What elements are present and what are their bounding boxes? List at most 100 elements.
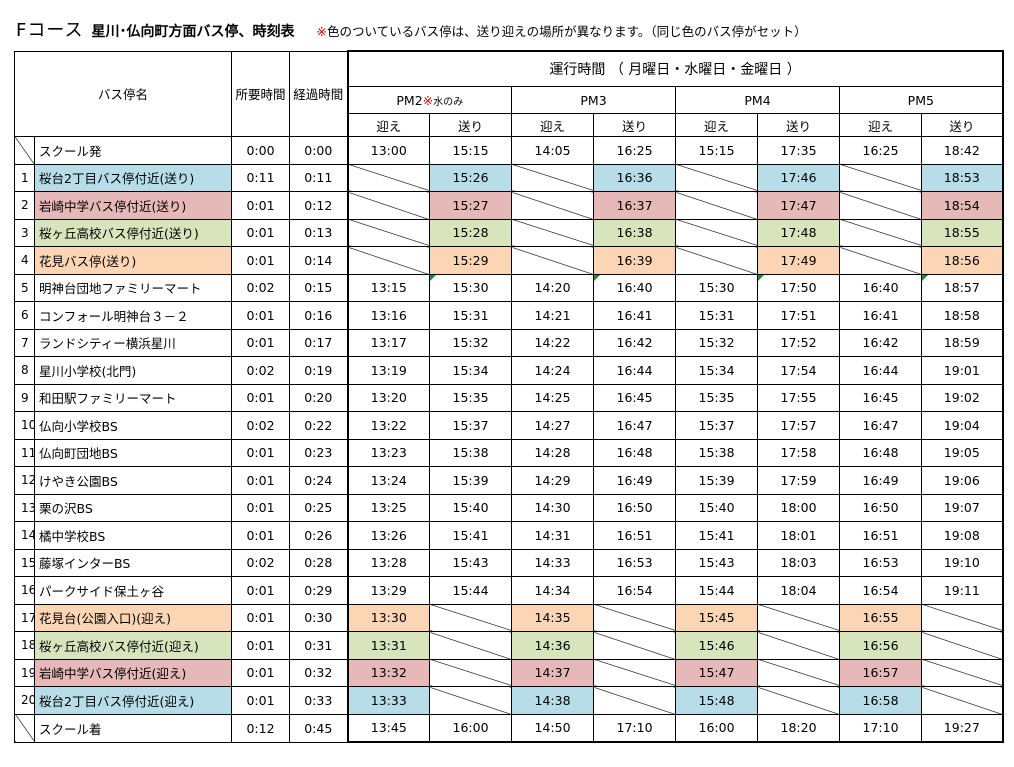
time-cell: 16:36 [593,163,677,192]
row-number [14,713,35,743]
required-time: 0:01 [231,658,291,687]
table-row: 16パークサイド保土ヶ谷0:010:2913:2915:4414:3416:54… [14,576,1004,605]
row-number: 2 [14,191,35,220]
time-cell: 19:08 [921,521,1004,550]
time-cell: 16:54 [593,576,677,605]
required-time: 0:02 [231,273,291,302]
table-row: 9 和田駅ファミリーマート 0:01 0:20 13:20 15:35 14:25 16:45… [14,383,1004,412]
no-service-cell [839,191,923,220]
time-cell: 16:49 [593,466,677,495]
timetable: バス停名 所要時間 経過時間 運行時間 （ 月曜日・水曜日・金曜日 ） PM2※… [13,50,1004,743]
stop-name: スクール着 [33,713,233,743]
table-row: 5 明神台団地ファミリーマート 0:02 0:15 13:15 15:30 14:20 16:… [14,273,1004,302]
time-cell: 15:37 [675,411,759,440]
time-cell: 15:45 [675,603,759,632]
time-cell: 18:53 [921,163,1004,192]
no-service-cell [593,686,677,715]
no-service-cell [346,246,431,275]
row-number [14,136,35,165]
elapsed-time: 0:13 [289,218,349,247]
stop-name: 桜ヶ丘高校バス停付近(送り) [33,218,233,247]
no-service-cell [346,218,431,247]
time-cell: 16:45 [839,383,923,412]
stop-name: パークサイド保土ヶ谷 [33,576,233,605]
time-cell: 15:34 [429,356,513,385]
time-cell: 14:20 [511,273,595,302]
table-row: 2 岩崎中学バス停付近(送り) 0:01 0:12 15:27 16:37 17:47 18:… [14,191,1004,220]
time-cell: 13:24 [346,466,431,495]
time-cell: 18:55 [921,218,1004,247]
row-number: 14 [14,521,35,550]
time-cell: 18:04 [757,576,841,605]
time-cell: 16:41 [839,301,923,330]
time-cell: 16:51 [593,521,677,550]
row-number: 19 [14,658,35,687]
row-number: 20 [14,686,35,715]
time-cell: 13:29 [346,576,431,605]
no-service-cell [675,191,759,220]
time-cell: 16:37 [593,191,677,220]
stop-name: 和田駅ファミリーマート [33,383,233,412]
table-row: 10仏向小学校BS0:020:2213:2215:3714:2716:4715:… [14,411,1004,440]
row-number: 16 [14,576,35,605]
stop-name: 岩崎中学バス停付近(送り) [33,191,233,220]
time-cell: 14:05 [511,136,595,165]
header-elapsed-time: 経過時間 [289,50,349,137]
no-service-cell [921,631,1004,660]
no-service-cell [757,658,841,687]
row-number: 13 [14,493,35,522]
time-cell: 16:55 [839,603,923,632]
time-cell: 15:32 [675,328,759,357]
run-label: PM2 [396,92,423,108]
required-time: 0:01 [231,466,291,495]
time-cell: 15:35 [675,383,759,412]
header-required-time: 所要時間 [231,50,291,137]
elapsed-time: 0:15 [289,273,349,302]
run-label: PM5 [907,92,934,108]
time-cell: 15:46 [675,631,759,660]
time-cell: 16:42 [839,328,923,357]
time-cell: 17:54 [757,356,841,385]
elapsed-time: 0:30 [289,603,349,632]
page-title: 星川･仏向町方面バス停、時刻表 [91,24,295,40]
table-row: 4 花見バス停(送り) 0:01 0:14 15:29 16:39 17:49 18:56 [14,246,1004,275]
table-row: 15藤塚インターBS0:020:2813:2815:4314:3316:5315… [14,548,1004,577]
note-mark: ※ [316,24,327,39]
required-time: 0:01 [231,686,291,715]
time-cell: 18:00 [757,493,841,522]
required-time: 0:01 [231,438,291,467]
time-cell: 14:37 [511,658,595,687]
header-run-2: PM4 [675,86,841,114]
time-cell: 15:39 [675,466,759,495]
elapsed-time: 0:24 [289,466,349,495]
row-number: 11 [14,438,35,467]
time-cell: 17:46 [757,163,841,192]
time-cell: 14:34 [511,576,595,605]
elapsed-time: 0:12 [289,191,349,220]
table-row: スクール発 0:00 0:00 13:00 15:15 14:05 16:25 15:15 17… [14,136,1004,165]
table-row: 13栗の沢BS0:010:2513:2515:4014:3016:5015:40… [14,493,1004,522]
time-cell: 17:58 [757,438,841,467]
time-cell: 18:57 [921,273,1004,302]
no-service-cell [346,163,431,192]
time-cell: 18:03 [757,548,841,577]
table-row: 6 コンフォール明神台３－２ 0:01 0:16 13:16 15:31 14:21 16:4… [14,301,1004,330]
stop-name: 桜台2丁目バス停付近(送り) [33,163,233,192]
time-cell: 17:57 [757,411,841,440]
no-service-cell [921,603,1004,632]
row-number: 1 [14,163,35,192]
stop-name: スクール発 [33,136,233,165]
time-cell: 17:35 [757,136,841,165]
required-time: 0:02 [231,411,291,440]
time-cell: 14:22 [511,328,595,357]
required-time: 0:02 [231,356,291,385]
time-cell: 16:51 [839,521,923,550]
time-cell: 14:29 [511,466,595,495]
stop-name: 星川小学校(北門) [33,356,233,385]
no-service-cell [429,658,513,687]
row-number: 3 [14,218,35,247]
required-time: 0:11 [231,163,291,192]
no-service-cell [839,246,923,275]
time-cell: 14:33 [511,548,595,577]
time-cell: 16:39 [593,246,677,275]
